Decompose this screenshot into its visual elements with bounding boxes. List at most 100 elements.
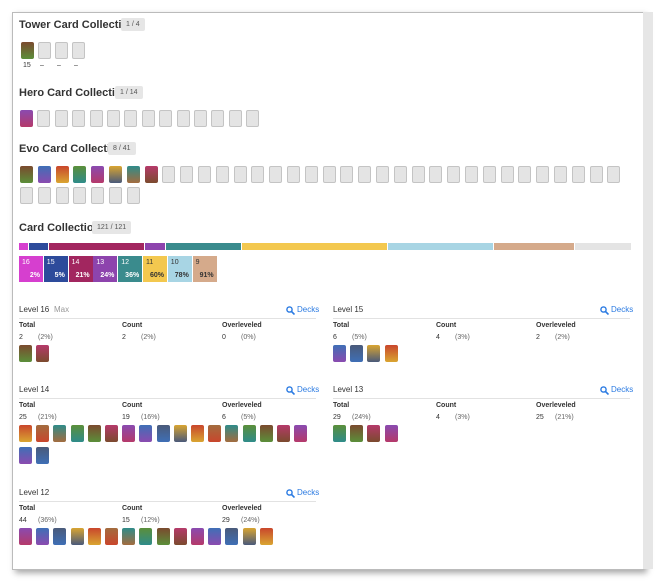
level-number: 10: [170, 259, 179, 266]
section-title: Hero Card Collection: [19, 87, 129, 99]
locked-card: [393, 166, 407, 183]
locked-card: [411, 166, 425, 183]
decks-text[interactable]: Decks: [297, 305, 320, 314]
card-icon: [21, 42, 34, 59]
column-value: 6: [333, 334, 337, 341]
level-number: 11: [146, 259, 154, 266]
locked-card: [38, 42, 51, 59]
card-icon: [242, 425, 256, 442]
card-icon: [144, 166, 158, 183]
card-icon: [55, 166, 69, 183]
column-percent: (5%): [241, 414, 256, 421]
locked-card: [340, 166, 354, 183]
card-icon: [384, 425, 398, 442]
card-list: [19, 345, 319, 346]
level-percent: 36%: [125, 272, 140, 279]
locked-card: [107, 110, 120, 127]
card-icon: [37, 166, 51, 183]
decks-text[interactable]: Decks: [297, 488, 320, 497]
level-bar-segment: [388, 243, 495, 250]
column-value: 19: [122, 414, 130, 421]
decks-link[interactable]: Decks: [286, 305, 320, 315]
locked-card: [429, 166, 443, 183]
column-value: 2: [19, 334, 23, 341]
locked-card: [571, 166, 585, 183]
locked-card: [54, 110, 68, 127]
search-icon: [600, 306, 609, 315]
locked-card: [55, 42, 68, 59]
level-number: 12: [121, 259, 129, 266]
column-value: 2: [122, 334, 126, 341]
card-icon: [19, 528, 32, 545]
decks-link[interactable]: Decks: [286, 488, 320, 498]
column-value: 44: [19, 517, 27, 524]
level-bar-segment: [29, 243, 50, 250]
locked-card: [536, 166, 550, 183]
level-bar-segment: [19, 243, 30, 250]
locked-card: [500, 166, 514, 183]
locked-card: [159, 110, 173, 127]
level-number: 15: [46, 259, 55, 266]
decks-text[interactable]: Decks: [611, 305, 634, 314]
locked-card: [162, 166, 176, 183]
search-icon: [286, 489, 295, 498]
level-box: 12 36%: [118, 256, 143, 282]
column-header: Overleveled: [222, 402, 262, 409]
column-header: Total: [19, 402, 36, 409]
level-bar-segment: [494, 243, 576, 250]
column-header: Total: [333, 322, 350, 329]
card-icon: [333, 425, 346, 442]
level-number: 13: [96, 259, 105, 266]
card-icon: [36, 345, 50, 362]
card-icon: [126, 166, 140, 183]
section-title: Evo Card Collection: [19, 143, 124, 155]
card-icon: [350, 425, 364, 442]
column-value: 25: [19, 414, 27, 421]
decks-text[interactable]: Decks: [611, 385, 634, 394]
column-header: Total: [19, 322, 36, 329]
search-icon: [286, 386, 295, 395]
level-title: Level 14: [19, 385, 50, 394]
column-header: Overleveled: [536, 402, 576, 409]
card-icon: [259, 528, 273, 545]
search-icon: [600, 386, 609, 395]
column-value: 0: [222, 334, 226, 341]
locked-card: [73, 187, 87, 204]
column-percent: (12%): [141, 517, 160, 524]
locked-card: [518, 166, 532, 183]
column-value: 25: [536, 414, 544, 421]
column-value: 29: [333, 414, 341, 421]
card-icon: [367, 425, 381, 442]
column-percent: (2%): [555, 334, 570, 341]
decks-link[interactable]: Decks: [286, 385, 320, 395]
locked-card: [287, 166, 300, 183]
level-bar-remaining: [575, 243, 631, 250]
column-percent: (2%): [141, 334, 156, 341]
column-header: Overleveled: [222, 505, 262, 512]
card-level: 15: [23, 62, 31, 69]
locked-card: [194, 110, 207, 127]
locked-card: [482, 166, 496, 183]
column-percent: (24%): [241, 517, 260, 524]
scrollbar: [643, 12, 653, 569]
card-icon: [139, 425, 153, 442]
locked-card: [246, 110, 260, 127]
decks-link[interactable]: Decks: [600, 385, 634, 395]
card-icon: [156, 528, 170, 545]
card-icon: [36, 528, 50, 545]
column-percent: (24%): [352, 414, 371, 421]
card-icon: [139, 528, 153, 545]
level-box: 16 2%: [19, 256, 43, 282]
decks-link[interactable]: Decks: [600, 305, 634, 315]
decks-text[interactable]: Decks: [297, 385, 320, 394]
level-number: 14: [71, 259, 80, 266]
column-value: 15: [122, 517, 130, 524]
card-icon: [173, 425, 187, 442]
locked-card: [233, 166, 247, 183]
count-badge: 121 / 121: [92, 221, 132, 234]
section-divider: [333, 318, 630, 319]
card-icon: [173, 528, 187, 545]
locked-card: [141, 110, 155, 127]
card-icon: [70, 425, 84, 442]
level-percent: 78%: [174, 272, 189, 279]
